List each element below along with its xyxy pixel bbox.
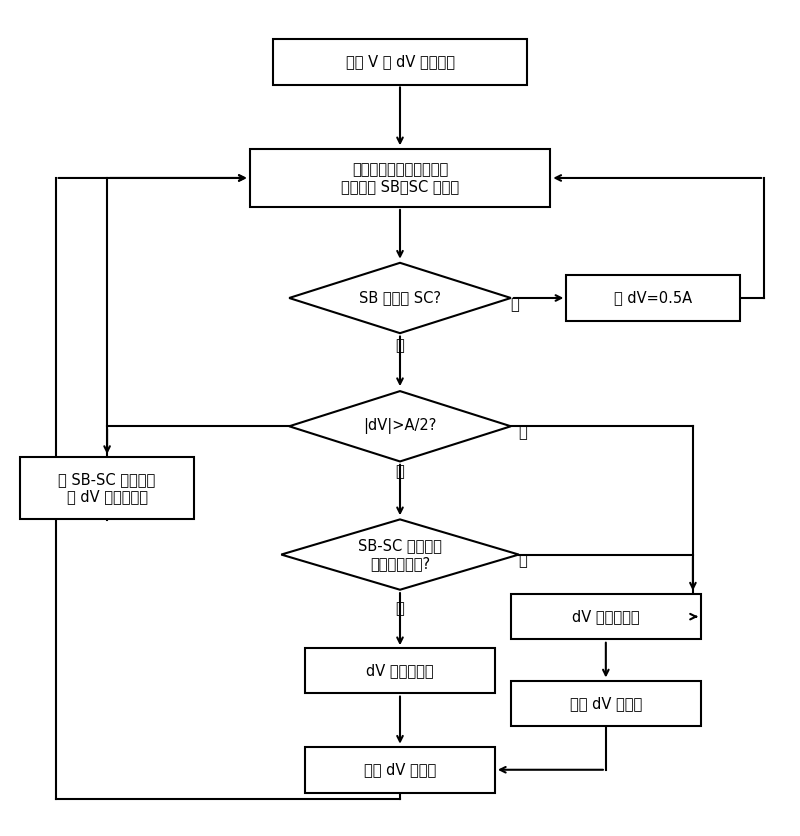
Text: 否: 否 — [518, 426, 527, 441]
Polygon shape — [289, 391, 511, 461]
Text: |dV|>A/2?: |dV|>A/2? — [363, 418, 437, 434]
FancyBboxPatch shape — [566, 275, 741, 321]
Text: SB 不等于 SC?: SB 不等于 SC? — [359, 290, 441, 305]
Text: dV 绝对值不变: dV 绝对值不变 — [572, 609, 640, 624]
Text: 取 SB-SC 的符号作
为 dV 的新值符号: 取 SB-SC 的符号作 为 dV 的新值符号 — [58, 472, 156, 505]
FancyBboxPatch shape — [511, 681, 701, 726]
Text: SB-SC 符号和上
周期符号相反?: SB-SC 符号和上 周期符号相反? — [358, 538, 442, 571]
Polygon shape — [289, 263, 511, 334]
Text: 是: 是 — [396, 464, 404, 479]
Text: 是: 是 — [396, 339, 404, 354]
Text: 是: 是 — [396, 601, 404, 616]
Polygon shape — [282, 519, 518, 589]
Text: 令 dV=0.5A: 令 dV=0.5A — [614, 290, 692, 305]
FancyBboxPatch shape — [305, 648, 495, 693]
Text: 变量 V 和 dV 等初始化: 变量 V 和 dV 等初始化 — [346, 54, 454, 69]
Text: 进行周期波形调制，同时
采样得到 SB、SC 的数值: 进行周期波形调制，同时 采样得到 SB、SC 的数值 — [341, 162, 459, 194]
FancyBboxPatch shape — [305, 747, 495, 793]
FancyBboxPatch shape — [20, 457, 194, 519]
FancyBboxPatch shape — [250, 149, 550, 207]
Text: dV 绝对值不变: dV 绝对值不变 — [366, 663, 434, 678]
FancyBboxPatch shape — [274, 39, 526, 85]
Text: 更新 dV 的取值: 更新 dV 的取值 — [570, 696, 642, 711]
Text: 否: 否 — [518, 553, 527, 568]
Text: 否: 否 — [510, 297, 519, 312]
Text: 更新 dV 的取值: 更新 dV 的取值 — [364, 762, 436, 777]
FancyBboxPatch shape — [511, 594, 701, 640]
